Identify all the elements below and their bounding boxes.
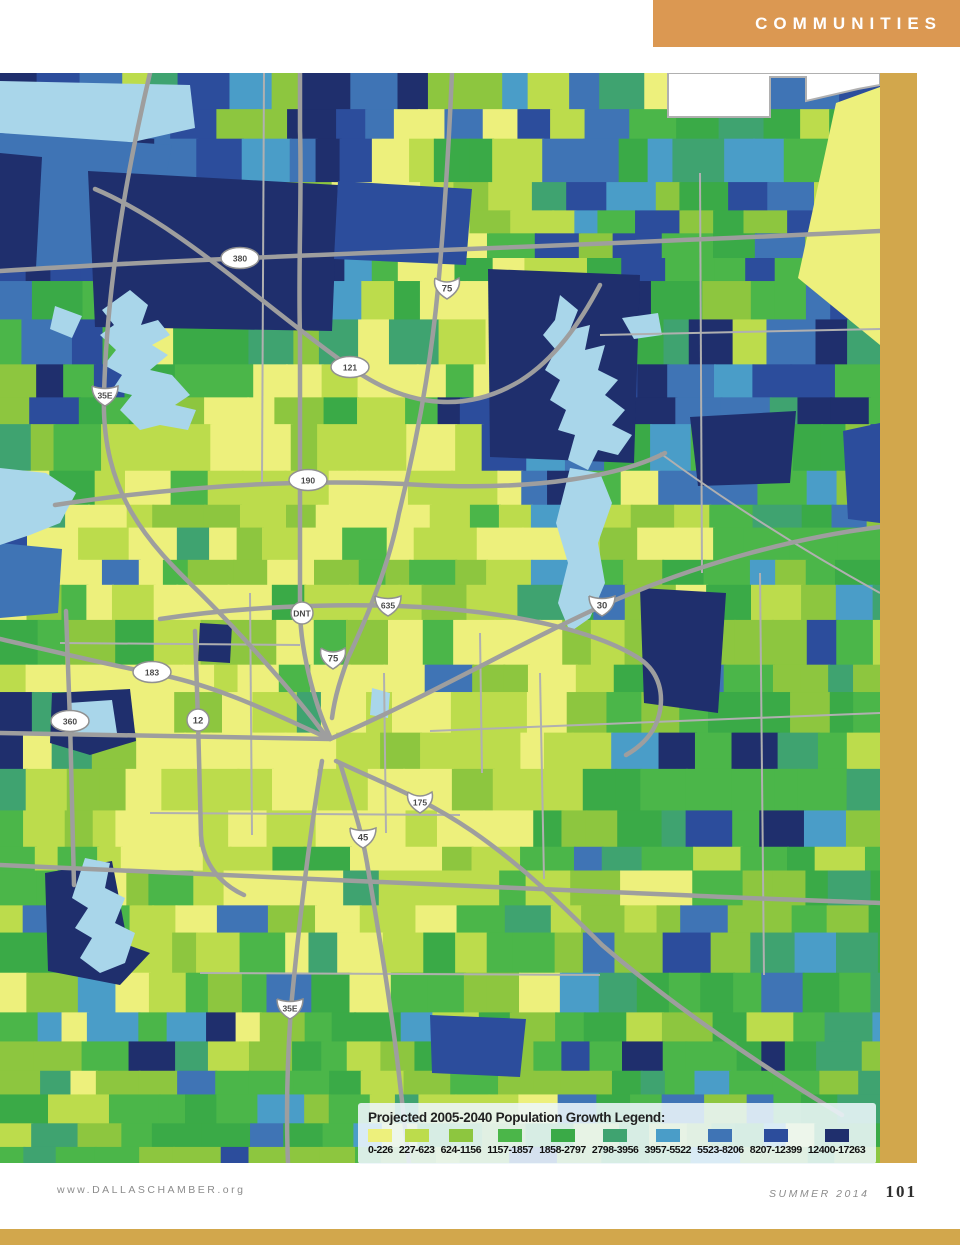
legend-item: 5523-8206 [697,1129,744,1156]
highway-shield-175: 175 [406,790,434,814]
gold-side-bar [880,73,917,1163]
legend-range-label: 3957-5522 [644,1144,692,1156]
svg-text:175: 175 [413,798,427,808]
legend-item: 3957-5522 [645,1129,692,1156]
svg-text:75: 75 [442,284,453,295]
legend-range-label: 1157-1857 [487,1144,534,1156]
communities-banner: COMMUNITIES [653,0,960,47]
legend-swatch [603,1129,628,1142]
highway-shield-360: 360 [50,709,90,733]
map-legend: Projected 2005-2040 Population Growth Le… [358,1103,876,1164]
legend-swatch [763,1129,788,1142]
legend-range-label: 0-226 [368,1144,393,1156]
highway-shield-183: 183 [132,660,172,684]
legend-item: 12400-17263 [808,1129,866,1156]
legend-row: 0-226 227-623 624-1156 1157-1857 1858-2797 27… [368,1129,866,1156]
svg-text:360: 360 [63,717,77,727]
choropleth-map-canvas: 380 75 121 35E 190 DNT 635 30 75 183 360 12 175 45 35E [0,73,880,1163]
svg-text:30: 30 [597,601,608,612]
highway-shield-35e: 35E [91,384,119,407]
svg-text:35E: 35E [97,391,112,401]
legend-item: 1157-1857 [487,1129,534,1156]
highway-shield-75: 75 [433,276,461,300]
legend-range-label: 1858-2797 [539,1144,586,1156]
svg-text:45: 45 [358,833,369,844]
legend-swatch [448,1129,473,1142]
svg-text:380: 380 [233,254,247,264]
highway-shield-75: 75 [319,646,347,670]
legend-range-label: 2798-3956 [591,1144,639,1156]
footer-right: SUMMER 2014 101 [769,1182,917,1202]
svg-text:183: 183 [145,668,159,678]
highway-shield-12: 12 [186,708,210,732]
legend-swatch [498,1129,523,1142]
legend-swatch [368,1129,393,1142]
highway-shield-35e: 35E [276,997,304,1020]
legend-swatch [655,1129,680,1142]
svg-text:75: 75 [328,654,339,665]
svg-text:35E: 35E [282,1004,297,1014]
legend-swatch [824,1129,849,1142]
legend-item: 624-1156 [441,1129,482,1156]
highway-shield-dnt: DNT [290,601,314,625]
legend-item: 1858-2797 [539,1129,586,1156]
legend-range-label: 227-623 [398,1144,435,1156]
legend-swatch [404,1129,429,1142]
legend-swatch [550,1129,575,1142]
legend-range-label: 12400-17263 [807,1144,866,1156]
footer-page-number: 101 [885,1182,917,1201]
legend-item: 0-226 [368,1129,393,1156]
gold-bottom-bar [0,1229,960,1245]
highway-shield-121: 121 [330,355,370,379]
legend-range-label: 5523-8206 [697,1144,744,1156]
highway-shield-380: 380 [220,246,260,270]
svg-text:DNT: DNT [293,609,311,619]
svg-text:121: 121 [343,363,357,373]
legend-item: 8207-12399 [750,1129,802,1156]
population-growth-map: 380 75 121 35E 190 DNT 635 30 75 183 360 12 175 45 35E… [0,73,880,1164]
highway-shield-190: 190 [288,468,328,492]
footer-issue: SUMMER 2014 [769,1188,870,1200]
highway-shield-30: 30 [588,594,616,617]
legend-title: Projected 2005-2040 Population Growth Le… [368,1110,666,1125]
section-title: COMMUNITIES [755,13,942,33]
footer-website: www.DALLASCHAMBER.org [57,1184,246,1196]
highway-shield-45: 45 [349,826,377,849]
highway-shield-635: 635 [374,594,402,617]
legend-item: 227-623 [399,1129,435,1156]
legend-item: 2798-3956 [592,1129,639,1156]
svg-text:12: 12 [193,716,204,727]
svg-text:635: 635 [381,601,395,611]
legend-range-label: 624-1156 [440,1144,482,1156]
legend-swatch [708,1129,733,1142]
svg-text:190: 190 [301,476,315,486]
legend-range-label: 8207-12399 [749,1144,802,1156]
